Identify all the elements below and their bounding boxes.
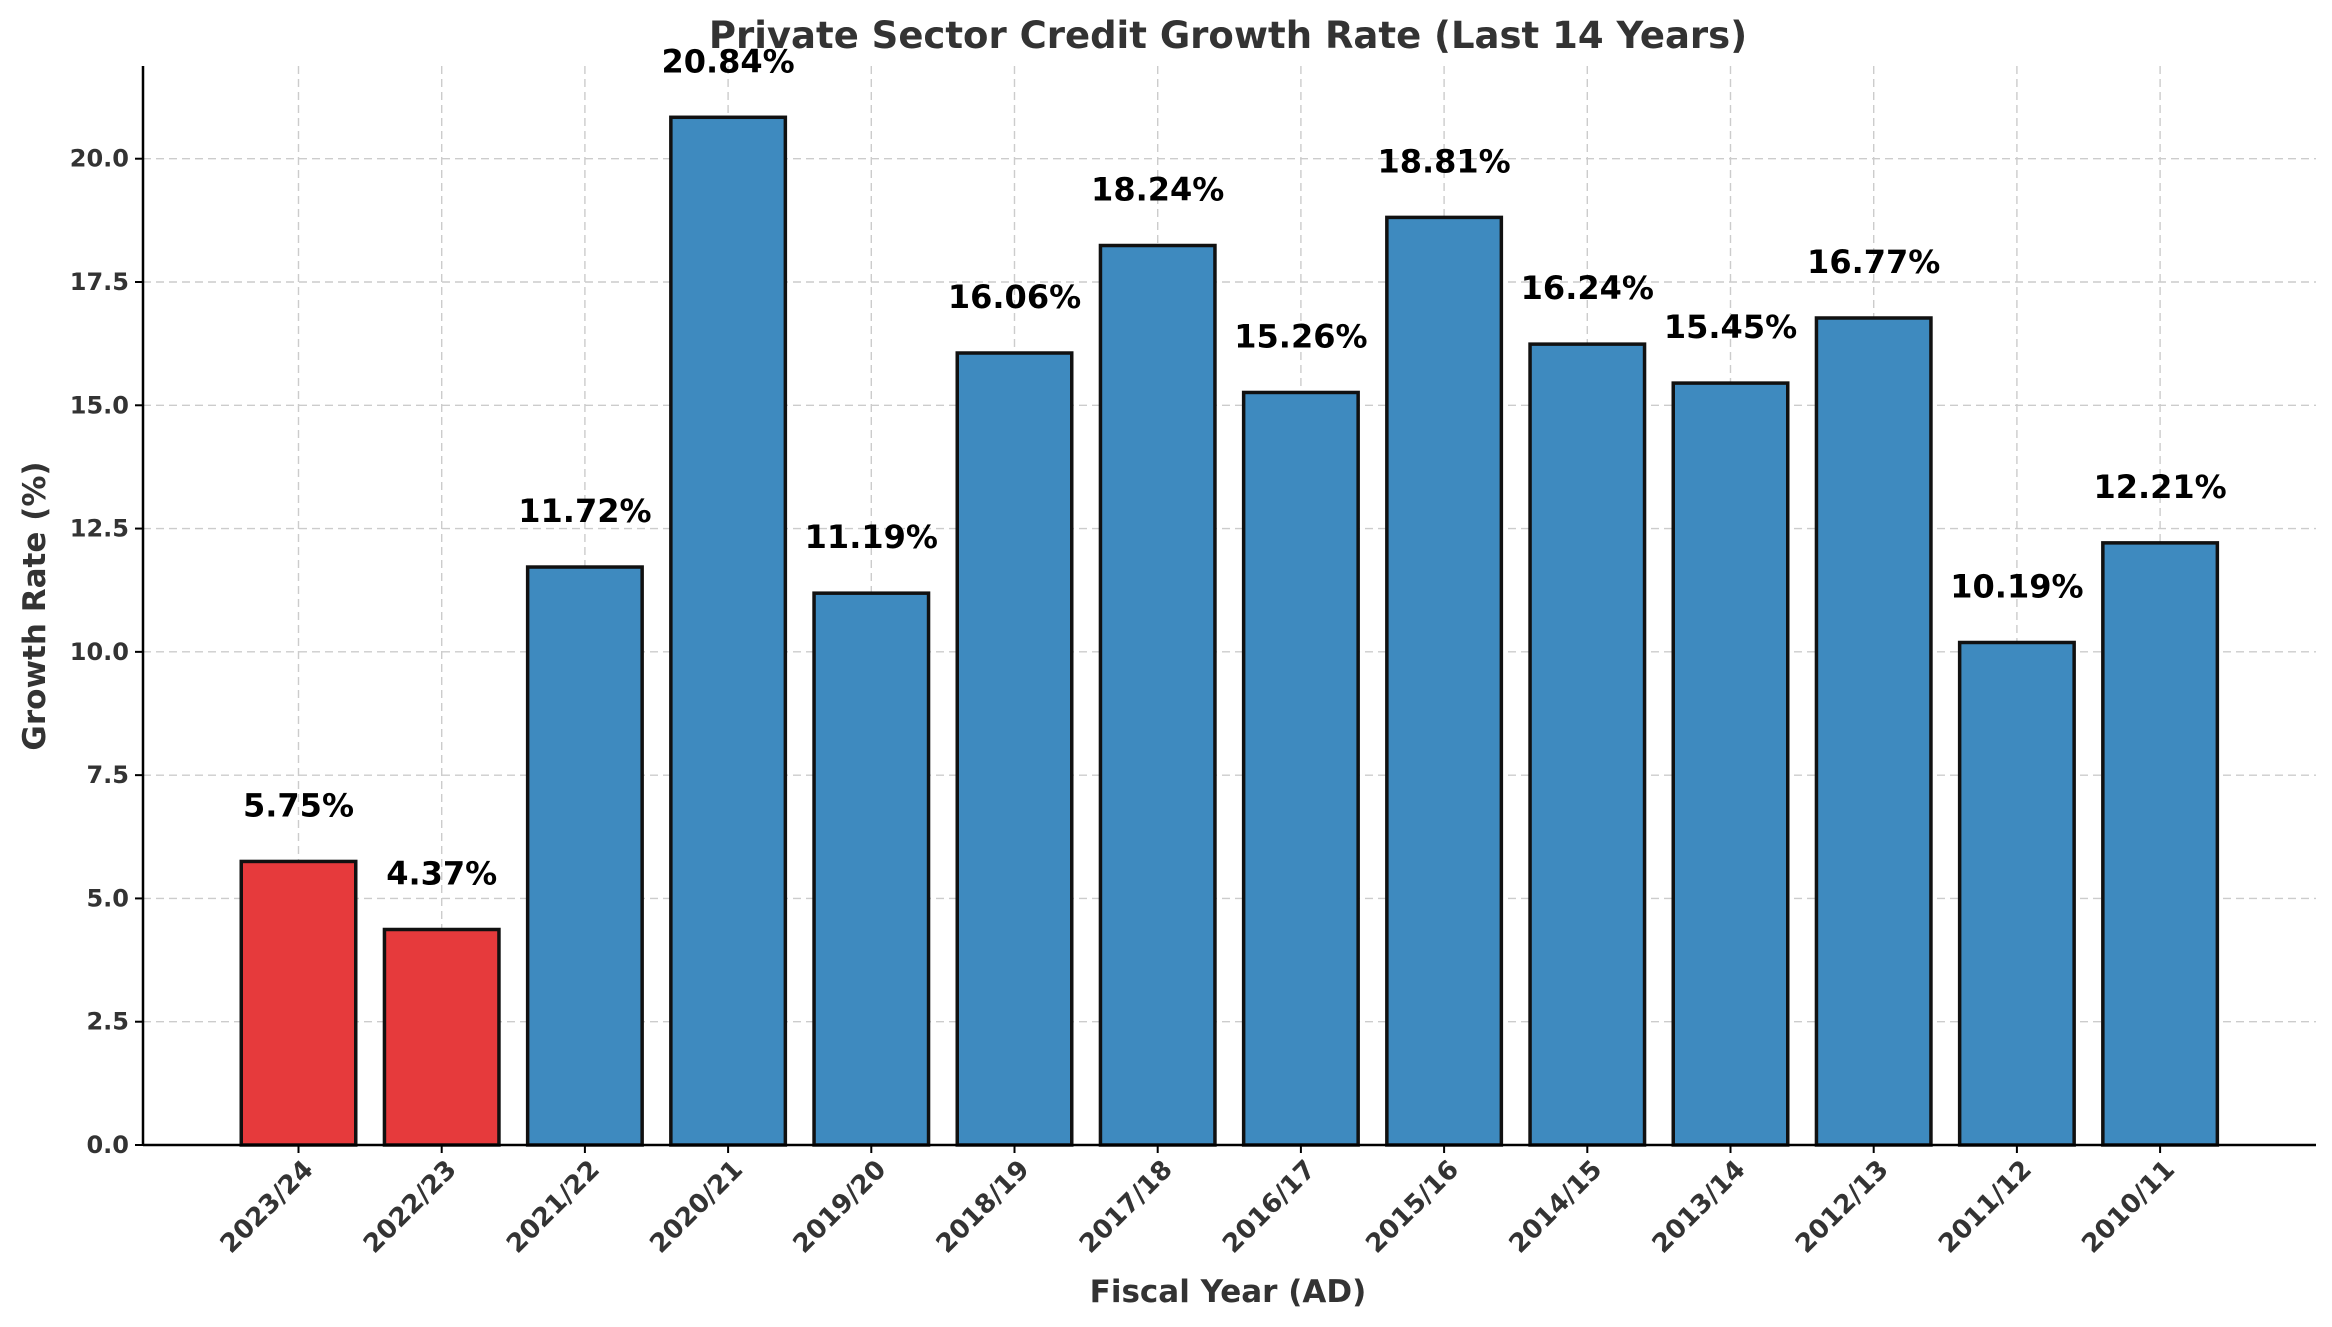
y-tick-label: 0.0 [86,1131,129,1159]
bar-2014-15 [1528,342,1647,1147]
bar-2021-22 [525,565,644,1147]
bar-2012-13 [1814,316,1933,1147]
data-label: 11.19% [805,518,938,556]
x-tick-label: 2015/16 [1360,1155,1465,1260]
x-tick-label: 2021/22 [501,1155,606,1260]
y-tick-label: 7.5 [86,761,129,789]
y-tick-label: 2.5 [86,1008,129,1036]
x-tick-label: 2016/17 [1217,1155,1322,1260]
x-tick-label: 2020/21 [644,1155,749,1260]
y-axis-label: Growth Rate (%) [17,461,53,750]
x-axis-label: Fiscal Year (AD) [1090,1274,1367,1310]
data-label: 4.37% [386,854,497,892]
y-tick-label: 5.0 [86,884,129,912]
data-label: 16.06% [948,278,1081,316]
bar-2011-12 [1957,640,2076,1147]
y-tick-label: 17.5 [70,268,129,296]
data-label: 15.26% [1234,317,1367,355]
bar-2010-11 [2101,541,2220,1147]
y-tick-label: 15.0 [70,391,129,419]
bar-2022-23 [382,927,501,1147]
bar-2023-24 [239,859,358,1147]
bar-2016-17 [1241,390,1360,1147]
x-tick-label: 2022/23 [358,1155,463,1260]
x-tick-label: 2023/24 [215,1155,320,1260]
data-label: 16.77% [1807,243,1940,281]
y-tick-label: 10.0 [70,638,129,666]
x-tick-label: 2011/12 [1933,1155,2038,1260]
bar-2019-20 [812,591,931,1147]
data-label: 5.75% [243,786,354,824]
chart-title: Private Sector Credit Growth Rate (Last … [709,14,1747,57]
data-label: 16.24% [1521,269,1654,307]
bar-2018-19 [955,351,1074,1147]
x-tick-label: 2019/20 [788,1155,893,1260]
x-tick-label: 2018/19 [931,1155,1036,1260]
bar-2013-14 [1671,381,1790,1147]
bar-2017-18 [1098,243,1217,1147]
x-tick-label: 2017/18 [1074,1155,1179,1260]
data-label: 12.21% [2093,468,2226,506]
data-label-layer: 5.75% 4.37% 11.72% 20.84% 11.19% 16.06% 18.24%… [243,42,2227,892]
y-tick-label: 20.0 [70,145,129,173]
x-tick-label: 2010/11 [2076,1155,2181,1260]
x-tick-label: 2012/13 [1790,1155,1895,1260]
x-tick-label: 2014/15 [1504,1155,1609,1260]
data-label: 18.24% [1091,171,1224,209]
data-label: 18.81% [1377,142,1510,180]
x-tick-label: 2013/14 [1647,1155,1752,1260]
bar-2020-21 [669,115,788,1147]
bar-layer [239,115,2220,1147]
data-label: 11.72% [518,492,651,530]
bar-2015-16 [1385,215,1504,1147]
y-tick-label: 12.5 [70,515,129,543]
data-label: 10.19% [1950,567,2083,605]
data-label: 20.84% [661,42,794,80]
data-label: 15.45% [1664,308,1797,346]
